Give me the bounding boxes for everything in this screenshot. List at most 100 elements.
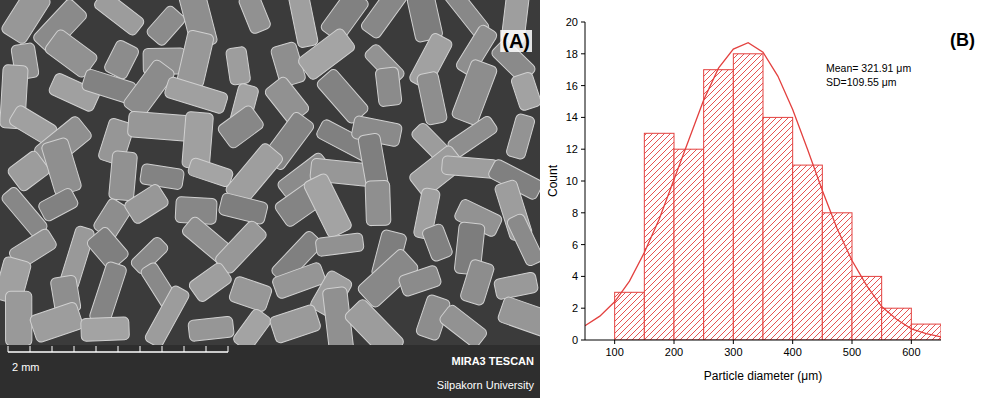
particle [360,0,410,40]
particle [216,104,265,150]
y-tick-label: 2 [572,302,578,314]
plot-area [585,43,941,340]
y-tick [581,276,585,277]
particle [81,317,130,341]
particle [398,264,443,297]
particle [145,4,187,47]
scale-tick [30,346,31,352]
institution-label: Silpakorn University [437,379,535,391]
y-tick-label: 12 [566,143,578,155]
x-tick-label: 200 [665,346,683,358]
particle [144,284,191,345]
particle [218,192,269,225]
histogram-bar [644,133,674,340]
info-bar [0,345,540,398]
y-tick-label: 0 [572,334,578,346]
particle [375,67,402,107]
annotation: SD=109.55 μm [826,76,897,88]
particle [108,151,137,201]
particle [421,223,453,263]
scale-tick [162,346,163,352]
scale-tick [228,346,229,352]
y-tick [581,212,585,213]
y-tick [581,181,585,182]
particle [315,233,364,257]
particle [287,0,318,48]
panel-label: (B) [950,30,975,50]
sem-image [0,0,540,345]
particle [302,172,353,239]
particle [103,39,140,81]
particle [228,275,273,312]
particle [297,27,357,81]
particle [238,0,272,35]
histogram-bar [911,324,941,340]
particle [493,272,538,301]
y-tick [581,149,585,150]
particle [187,157,234,188]
histogram-bar [733,54,763,340]
figure: 2 mmMIRA3 TESCANSilpakorn University(A)1… [0,0,981,398]
y-tick-label: 10 [566,175,578,187]
particle [269,304,322,344]
x-tick [852,340,853,344]
particle [225,46,251,85]
particle [505,113,535,160]
panel-label-bg [500,30,532,52]
particle [343,298,405,345]
x-tick-label: 400 [783,346,801,358]
x-tick [911,340,912,344]
y-tick [581,244,585,245]
y-tick-label: 18 [566,48,578,60]
particle [88,261,127,326]
particle [438,303,489,345]
y-tick-label: 4 [572,270,578,282]
particle [123,183,170,226]
x-tick-label: 100 [605,346,623,358]
x-axis-title: Particle diameter (μm) [704,369,822,383]
particle [365,180,391,226]
particle [127,111,190,141]
histogram-bar [674,149,704,340]
scale-tick [52,346,53,352]
scale-tick [184,346,185,352]
particle [188,316,235,342]
histogram-bar [615,292,645,340]
particle [510,71,540,111]
particle [5,291,31,345]
y-tick [581,308,585,309]
y-tick [581,85,585,86]
y-tick [581,53,585,54]
y-tick-label: 14 [566,111,578,123]
x-axis [585,340,941,341]
histogram-bar [793,165,823,340]
histogram-bar [882,308,912,340]
scale-tick [206,346,207,352]
particle [139,163,184,190]
particle [451,58,498,126]
scale-tick [74,346,75,352]
sem-background [0,0,540,398]
y-tick [581,117,585,118]
particle [93,0,146,37]
particle [187,261,233,303]
y-tick-label: 6 [572,239,578,251]
particle [41,137,83,197]
x-tick [614,340,615,344]
particle [232,308,273,345]
scale-tick [140,346,141,352]
y-axis-title: Count [546,164,560,197]
scale-tick [96,346,97,352]
particle [37,187,80,223]
y-tick-label: 8 [572,207,578,219]
particle [459,258,495,306]
particle [416,71,448,126]
histogram-bar [763,117,793,340]
x-tick [792,340,793,344]
scale-label: 2 mm [12,361,40,373]
x-tick [674,340,675,344]
x-tick-label: 600 [902,346,920,358]
y-tick-label: 20 [566,16,578,28]
y-tick [581,22,585,23]
instrument-label: MIRA3 TESCAN [451,355,534,367]
